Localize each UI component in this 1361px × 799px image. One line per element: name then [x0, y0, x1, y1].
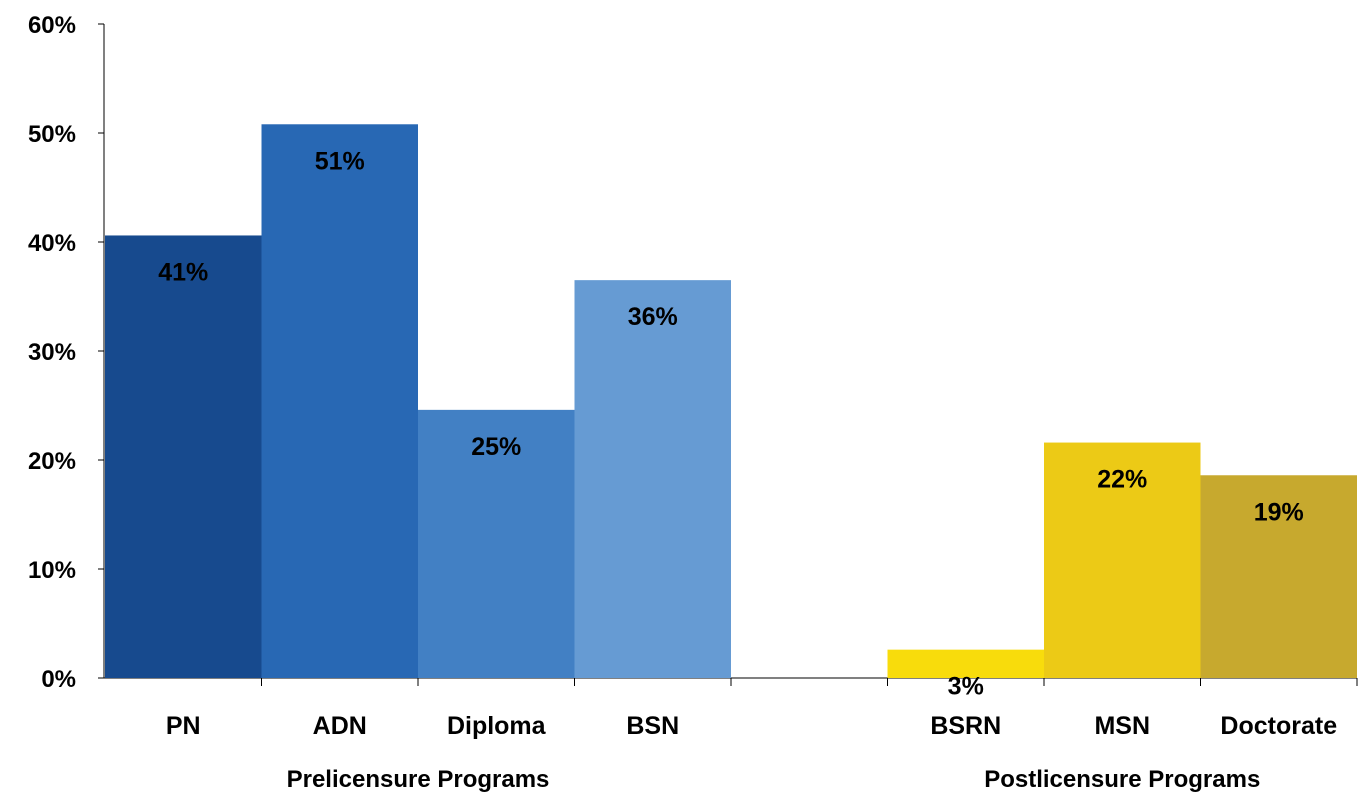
y-tick-label: 60% [28, 12, 76, 39]
group-label-postlicensure: Postlicensure Programs [984, 766, 1260, 793]
bar-diploma [418, 409, 575, 678]
data-label-diploma: 25% [471, 433, 521, 461]
data-label-adn: 51% [315, 147, 365, 175]
data-label-doctorate: 19% [1254, 498, 1304, 526]
category-label-pn: PN [166, 712, 201, 740]
labels: 0% 10% 20% 30% 40% 50% 60% 41% PN 51% ADN 25% Diplom… [28, 12, 1337, 793]
data-label-msn: 22% [1097, 466, 1147, 494]
y-tick-label: 40% [28, 230, 76, 257]
bars [105, 124, 1357, 678]
bar-adn [261, 124, 418, 678]
y-tick-label: 0% [41, 666, 76, 693]
bar-bsrn [887, 649, 1044, 678]
y-tick-label: 50% [28, 121, 76, 148]
category-label-bsn: BSN [626, 712, 679, 740]
data-label-pn: 41% [158, 258, 208, 286]
category-label-bsrn: BSRN [930, 712, 1001, 740]
category-label-diploma: Diploma [447, 712, 547, 740]
data-label-bsrn: 3% [948, 673, 984, 701]
y-tick-label: 20% [28, 448, 76, 475]
data-label-bsn: 36% [628, 303, 678, 331]
group-label-prelicensure: Prelicensure Programs [287, 766, 550, 793]
category-label-adn: ADN [313, 712, 367, 740]
category-label-msn: MSN [1094, 712, 1150, 740]
bar-doctorate [1200, 475, 1357, 678]
y-tick-label: 10% [28, 557, 76, 584]
category-label-doctorate: Doctorate [1220, 712, 1337, 740]
bar-pn [105, 235, 262, 678]
bar-bsn [574, 280, 731, 678]
y-tick-label: 30% [28, 339, 76, 366]
bar-msn [1044, 442, 1201, 678]
